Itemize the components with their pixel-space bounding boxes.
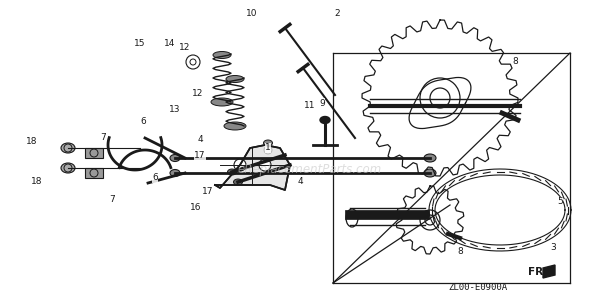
Text: 8: 8 (457, 248, 463, 256)
Text: 5: 5 (557, 197, 563, 206)
Bar (85, 148, 103, 158)
Text: 8: 8 (512, 58, 518, 66)
Ellipse shape (170, 170, 180, 176)
Ellipse shape (213, 52, 231, 58)
Text: 11: 11 (304, 101, 316, 109)
Text: 2: 2 (334, 9, 340, 19)
Text: 10: 10 (246, 9, 258, 17)
Text: ZL00-E0900A: ZL00-E0900A (448, 283, 507, 291)
Text: 9: 9 (319, 99, 325, 107)
Ellipse shape (224, 122, 246, 130)
Ellipse shape (211, 98, 233, 106)
Ellipse shape (234, 179, 242, 185)
Ellipse shape (61, 163, 75, 173)
Ellipse shape (61, 143, 75, 153)
Text: 12: 12 (192, 88, 204, 98)
Text: 18: 18 (26, 137, 38, 147)
Ellipse shape (264, 140, 273, 146)
Text: eReplacementParts.com: eReplacementParts.com (238, 163, 382, 176)
Text: 17: 17 (202, 188, 214, 196)
Text: 1: 1 (265, 143, 271, 153)
Text: 6: 6 (152, 173, 158, 183)
Text: 12: 12 (179, 42, 191, 52)
Ellipse shape (346, 209, 358, 227)
Text: 16: 16 (190, 204, 202, 212)
Text: 14: 14 (164, 39, 176, 47)
Circle shape (420, 210, 440, 230)
Ellipse shape (226, 76, 244, 83)
Circle shape (259, 159, 271, 171)
Ellipse shape (170, 155, 180, 161)
Text: 18: 18 (31, 178, 42, 186)
Text: 13: 13 (169, 106, 181, 114)
Text: 4: 4 (197, 135, 203, 145)
Polygon shape (543, 265, 555, 278)
Polygon shape (215, 145, 290, 190)
Text: 7: 7 (109, 196, 115, 204)
Text: 15: 15 (135, 39, 146, 47)
Circle shape (420, 78, 460, 118)
Text: 7: 7 (100, 134, 106, 142)
Ellipse shape (424, 154, 436, 162)
Text: 3: 3 (550, 243, 556, 253)
Ellipse shape (320, 117, 330, 124)
Circle shape (234, 159, 246, 171)
Bar (85, 168, 103, 178)
Text: FR.: FR. (528, 267, 548, 277)
Ellipse shape (228, 169, 237, 175)
Text: 6: 6 (140, 117, 146, 127)
Text: 17: 17 (194, 150, 206, 160)
Ellipse shape (424, 169, 436, 177)
Text: 4: 4 (297, 178, 303, 186)
